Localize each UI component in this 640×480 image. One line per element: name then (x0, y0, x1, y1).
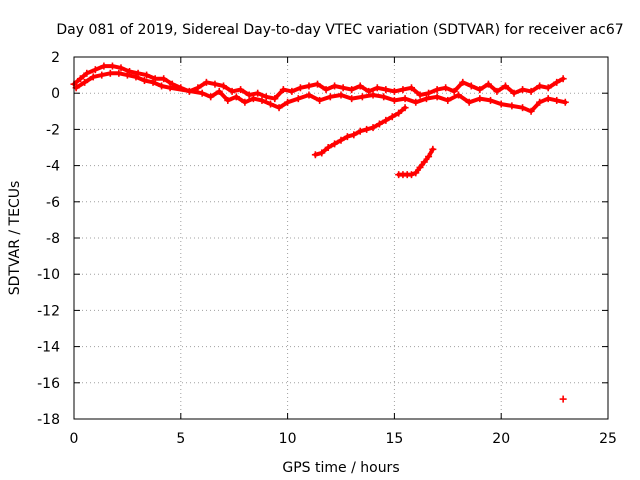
series-band (74, 71, 568, 114)
series-outlier (559, 395, 567, 403)
chart-title: Day 081 of 2019, Sidereal Day-to-day VTE… (56, 22, 623, 38)
series-descending-arc-B (395, 145, 437, 179)
y-tick-label: -14 (37, 340, 60, 356)
y-tick-label: 0 (51, 86, 60, 102)
x-tick-label: 5 (176, 431, 185, 447)
x-axis-label: GPS time / hours (282, 460, 399, 476)
x-tick-label: 20 (492, 431, 510, 447)
y-tick-label: 2 (51, 50, 60, 66)
data-layer (70, 62, 569, 403)
y-tick-label: -2 (46, 122, 60, 138)
y-tick-label: -18 (37, 412, 60, 428)
series-band (396, 147, 435, 177)
series-lower-band (72, 69, 569, 115)
series-upper-band (70, 62, 567, 103)
series-band (72, 64, 566, 101)
x-tick-label: 25 (599, 431, 617, 447)
x-tick-label: 10 (279, 431, 297, 447)
y-tick-label: -12 (37, 303, 60, 319)
y-axis-label: SDTVAR / TECUs (7, 181, 23, 296)
series-band (313, 105, 408, 157)
data-point (559, 395, 567, 403)
y-tick-label: -16 (37, 376, 60, 392)
x-tick-label: 15 (385, 431, 403, 447)
y-tick-label: -6 (46, 195, 60, 211)
y-tick-label: -8 (46, 231, 60, 247)
y-tick-label: -10 (37, 267, 60, 283)
series-descending-arc-A (311, 104, 409, 159)
x-tick-label: 0 (70, 431, 79, 447)
y-tick-label: -4 (46, 159, 60, 175)
